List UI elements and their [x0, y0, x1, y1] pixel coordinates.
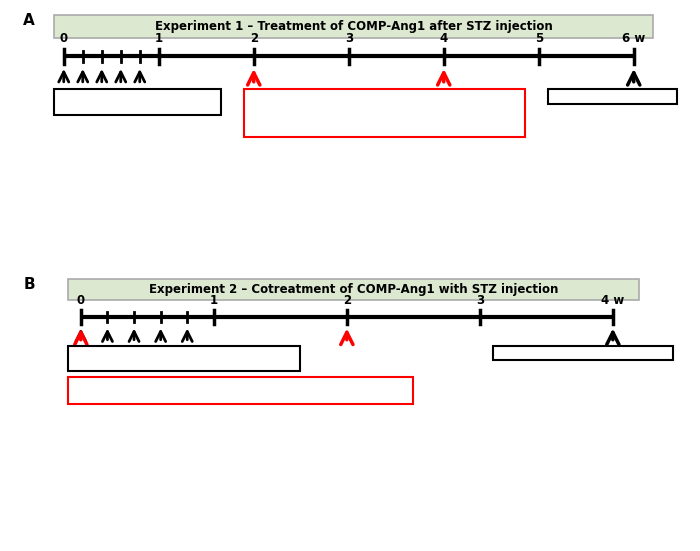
Text: Sacrificed: Sacrificed [554, 348, 612, 359]
Text: 1: 1 [155, 33, 163, 45]
Text: COMP-Ang1 i.v. or
LacZ i.v. or
COMP-Ang1 + sTie2  i.v.: COMP-Ang1 i.v. or LacZ i.v. or COMP-Ang1… [256, 96, 396, 129]
Text: STZ (50 mg/kg) i.p.
CB i.p.: STZ (50 mg/kg) i.p. CB i.p. [66, 91, 178, 113]
Bar [548, 89, 676, 104]
Text: 1: 1 [210, 294, 218, 307]
Bar [493, 347, 673, 360]
Text: 0: 0 [77, 294, 85, 307]
Text: A: A [23, 13, 34, 28]
Text: 2: 2 [250, 33, 258, 45]
Text: STZ (50 mg/kg) i.p.
CB i.p.: STZ (50 mg/kg) i.p. CB i.p. [83, 348, 197, 370]
Text: B: B [24, 277, 35, 292]
FancyBboxPatch shape [68, 279, 640, 300]
Text: 4: 4 [440, 33, 448, 45]
Text: 0: 0 [60, 33, 68, 45]
Text: 6 w: 6 w [622, 33, 645, 45]
Text: 3: 3 [344, 33, 353, 45]
Text: Experiment 2 – Cotreatment of COMP-Ang1 with STZ injection: Experiment 2 – Cotreatment of COMP-Ang1 … [149, 283, 558, 296]
Bar [54, 89, 220, 115]
Text: Sacrificed: Sacrificed [583, 91, 642, 101]
Bar [68, 347, 300, 371]
Text: COMP-Ang1 i.v. or
LacZ  i.v.: COMP-Ang1 i.v. or LacZ i.v. [83, 380, 189, 401]
Bar [68, 377, 413, 403]
FancyBboxPatch shape [54, 15, 652, 37]
Text: 5: 5 [535, 33, 543, 45]
Text: 4 w: 4 w [601, 294, 624, 307]
Text: 3: 3 [476, 294, 484, 307]
Text: Experiment 1 – Treatment of COMP-Ang1 after STZ injection: Experiment 1 – Treatment of COMP-Ang1 af… [155, 20, 552, 33]
Text: 2: 2 [343, 294, 351, 307]
Bar [244, 89, 524, 137]
